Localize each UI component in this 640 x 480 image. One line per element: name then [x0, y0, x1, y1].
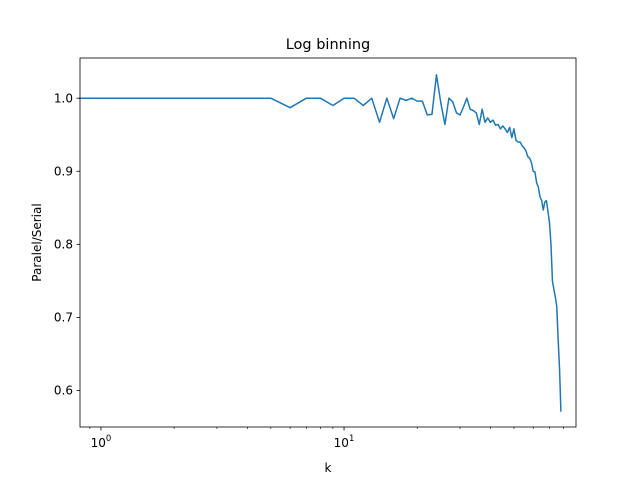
- x-axis-label: k: [325, 461, 332, 475]
- plot-area: [79, 74, 562, 412]
- series-line-0: [79, 74, 562, 412]
- y-tick-label: 0.6: [54, 384, 73, 398]
- y-axis: 0.6 0.7 0.8 0.9 1.0: [54, 91, 80, 398]
- y-tick-label: 1.0: [54, 91, 73, 105]
- y-axis-label: Paralel/Serial: [30, 203, 44, 281]
- axes-frame: [79, 57, 577, 428]
- x-tick-label: 101: [334, 434, 355, 450]
- x-axis: 100 101: [89, 427, 564, 450]
- y-tick-label: 0.9: [54, 164, 73, 178]
- chart-title: Log binning: [286, 37, 371, 53]
- y-tick-label: 0.7: [54, 311, 73, 325]
- x-tick-label: 100: [91, 434, 112, 450]
- y-tick-label: 0.8: [54, 238, 73, 252]
